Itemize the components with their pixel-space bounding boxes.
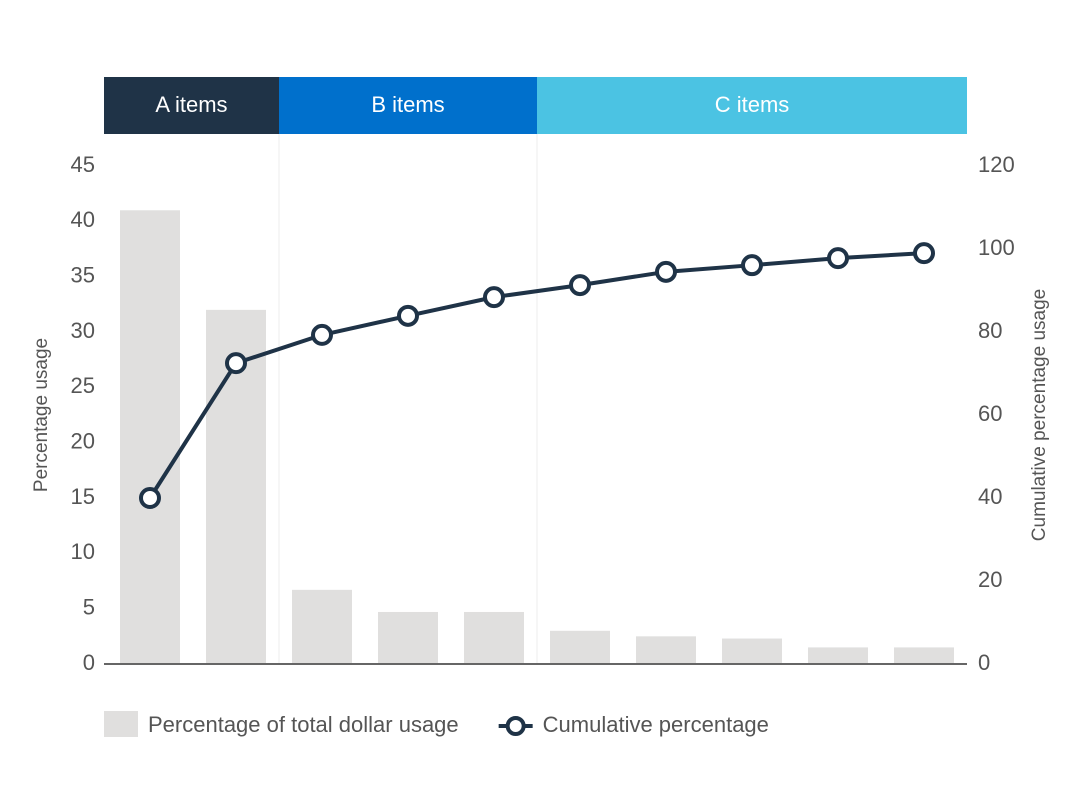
y2-tick-label: 120: [978, 152, 1015, 177]
line-point: [655, 260, 677, 283]
line-point: [225, 352, 247, 375]
bar: [550, 630, 610, 664]
bar: [120, 210, 180, 664]
y2-tick-label: 80: [978, 318, 1002, 343]
legend-swatch: [104, 711, 138, 737]
y2-tick-label: 20: [978, 567, 1002, 592]
bar: [894, 647, 954, 664]
y-axis-label: Percentage usage: [31, 338, 52, 492]
bar: [292, 589, 352, 664]
y-tick-label: 35: [71, 262, 95, 287]
bar: [636, 636, 696, 664]
group-band: [104, 77, 279, 134]
y-tick-label: 25: [71, 373, 95, 398]
group-band: [537, 77, 967, 134]
y-tick-label: 30: [71, 318, 95, 343]
legend-marker: [505, 716, 526, 736]
y-tick-label: 20: [71, 428, 95, 453]
line-point: [827, 247, 849, 270]
y-tick-label: 45: [71, 152, 95, 177]
y-tick-label: 5: [83, 594, 95, 619]
legend-label: Percentage of total dollar usage: [148, 712, 459, 737]
bar: [378, 611, 438, 664]
y2-tick-label: 100: [978, 235, 1015, 260]
y2-tick-label: 40: [978, 484, 1002, 509]
line-point: [311, 323, 333, 346]
bar: [722, 638, 782, 664]
line-point: [397, 304, 419, 327]
y2-tick-label: 0: [978, 650, 990, 675]
line-point: [913, 242, 935, 265]
y2-tick-label: 60: [978, 401, 1002, 426]
group-label: A items: [155, 92, 227, 117]
bar: [808, 647, 868, 664]
group-label: B items: [371, 92, 444, 117]
y-tick-label: 10: [71, 539, 95, 564]
line-point: [741, 254, 763, 277]
group-band: [279, 77, 537, 134]
legend-label: Cumulative percentage: [543, 712, 769, 737]
line-point: [569, 274, 591, 297]
y2-axis-label: Cumulative percentage usage: [1029, 289, 1050, 541]
line-point: [483, 286, 505, 309]
y-tick-label: 0: [83, 650, 95, 675]
bar: [464, 611, 524, 664]
y-tick-label: 15: [71, 484, 95, 509]
line-point: [139, 487, 161, 509]
line: [148, 251, 925, 500]
group-label: C items: [715, 92, 790, 117]
y-tick-label: 40: [71, 207, 95, 232]
